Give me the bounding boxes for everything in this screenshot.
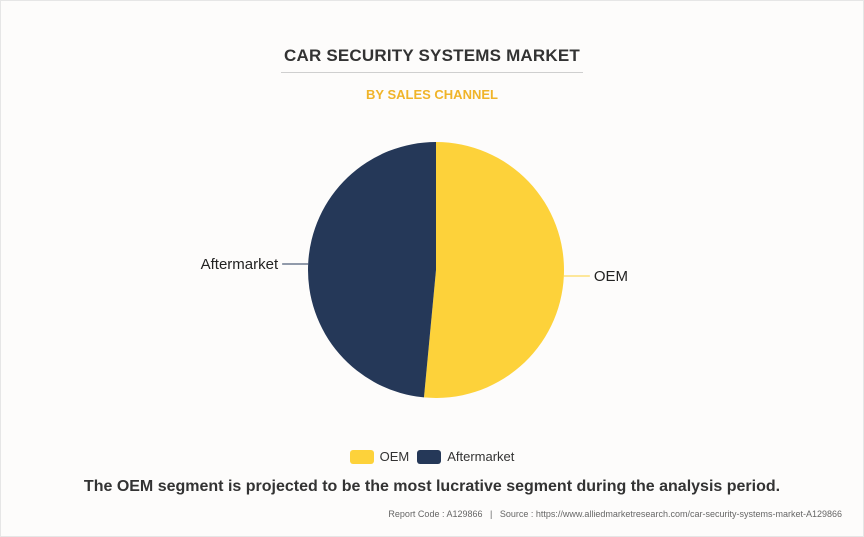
- footer-source: Report Code : A129866 | Source : https:/…: [388, 509, 842, 519]
- legend-swatch-oem: [349, 449, 374, 464]
- pie-slice-oem[interactable]: [423, 142, 564, 398]
- chart-title: CAR SECURITY SYSTEMS MARKET: [283, 46, 580, 65]
- chart-subtitle: BY SALES CHANNEL: [366, 87, 498, 102]
- title-divider: [281, 72, 583, 73]
- source-link[interactable]: Source : https://www.alliedmarketresearc…: [499, 509, 842, 519]
- legend-swatch-aftermarket: [417, 449, 442, 464]
- pie-slice-aftermarket[interactable]: [307, 142, 436, 398]
- legend-label-aftermarket: Aftermarket: [447, 449, 515, 464]
- slice-label-aftermarket: Aftermarket: [201, 256, 279, 273]
- legend-label-oem: OEM: [379, 449, 410, 464]
- slice-label-oem: OEM: [594, 268, 628, 285]
- chart-legend: OEM Aftermarket: [0, 449, 864, 464]
- report-code: Report Code : A129866: [388, 509, 483, 519]
- key-takeaway: The OEM segment is projected to be the m…: [83, 478, 781, 495]
- legend-item-aftermarket[interactable]: Aftermarket: [417, 449, 514, 464]
- footer-separator: |: [490, 509, 493, 519]
- legend-item-oem[interactable]: OEM: [349, 449, 410, 464]
